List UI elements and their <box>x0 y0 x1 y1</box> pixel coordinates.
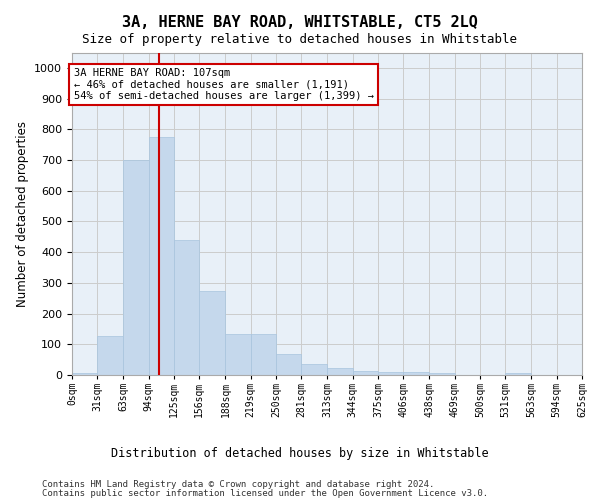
Bar <box>328 368 353 375</box>
Bar <box>430 373 455 375</box>
Bar <box>276 354 301 375</box>
Text: Size of property relative to detached houses in Whitstable: Size of property relative to detached ho… <box>83 32 517 46</box>
Bar <box>149 137 174 375</box>
Bar <box>378 372 403 375</box>
Bar <box>353 372 378 375</box>
Bar <box>174 240 199 375</box>
Text: Distribution of detached houses by size in Whitstable: Distribution of detached houses by size … <box>111 446 489 460</box>
Bar <box>199 290 226 375</box>
Bar <box>301 364 328 375</box>
Y-axis label: Number of detached properties: Number of detached properties <box>16 120 29 306</box>
Bar <box>124 160 149 375</box>
Text: 3A HERNE BAY ROAD: 107sqm
← 46% of detached houses are smaller (1,191)
54% of se: 3A HERNE BAY ROAD: 107sqm ← 46% of detac… <box>74 68 374 101</box>
Bar <box>97 336 124 375</box>
Text: Contains HM Land Registry data © Crown copyright and database right 2024.: Contains HM Land Registry data © Crown c… <box>42 480 434 489</box>
Text: Contains public sector information licensed under the Open Government Licence v3: Contains public sector information licen… <box>42 489 488 498</box>
Bar <box>226 334 251 375</box>
Text: 3A, HERNE BAY ROAD, WHITSTABLE, CT5 2LQ: 3A, HERNE BAY ROAD, WHITSTABLE, CT5 2LQ <box>122 15 478 30</box>
Bar <box>505 372 532 375</box>
Bar <box>72 373 97 375</box>
Bar <box>251 334 276 375</box>
Bar <box>403 372 430 375</box>
